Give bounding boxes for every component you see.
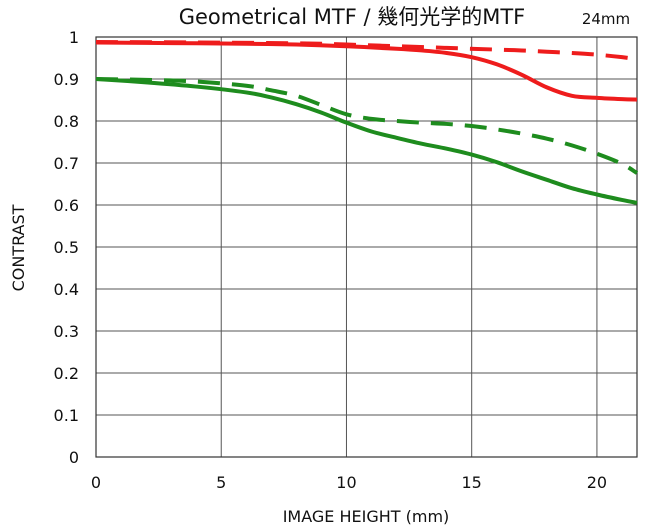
chart-title: Geometrical MTF / 幾何光学的MTF bbox=[179, 5, 526, 29]
series-line-3 bbox=[95, 77, 638, 205]
y-tick-label: 0 bbox=[69, 448, 79, 467]
x-axis-label: IMAGE HEIGHT (mm) bbox=[283, 507, 450, 526]
tick-labels: 0 5 10 15 20 0 0.1 0.2 0.3 0.4 0.5 0.6 0.7 0.8 0.9 1 bbox=[54, 28, 608, 492]
y-tick-label: 0.9 bbox=[54, 70, 79, 89]
x-tick-label: 10 bbox=[336, 473, 356, 492]
y-tick-label: 0.6 bbox=[54, 196, 79, 215]
y-tick-label: 0.5 bbox=[54, 238, 79, 257]
series-line-1 bbox=[95, 40, 638, 102]
y-tick-label: 0.2 bbox=[54, 364, 79, 383]
y-tick-label: 0.4 bbox=[54, 280, 79, 299]
y-tick-label: 0.1 bbox=[54, 406, 79, 425]
y-tick-label: 1 bbox=[69, 28, 79, 47]
series-line-2 bbox=[95, 40, 638, 62]
y-tick-label: 0.7 bbox=[54, 154, 79, 173]
x-tick-label: 5 bbox=[216, 473, 226, 492]
y-tick-label: 0.8 bbox=[54, 112, 79, 131]
x-tick-label: 0 bbox=[91, 473, 101, 492]
plot-grid bbox=[95, 36, 637, 458]
y-tick-label: 0.3 bbox=[54, 322, 79, 341]
series-lines bbox=[95, 40, 639, 205]
x-tick-label: 15 bbox=[462, 473, 482, 492]
plot-frame bbox=[95, 36, 638, 458]
x-tick-label: 20 bbox=[587, 473, 607, 492]
chart-subtitle: 24mm bbox=[582, 10, 630, 28]
series-line-4 bbox=[95, 77, 639, 175]
y-axis-label: CONTRAST bbox=[9, 204, 28, 291]
